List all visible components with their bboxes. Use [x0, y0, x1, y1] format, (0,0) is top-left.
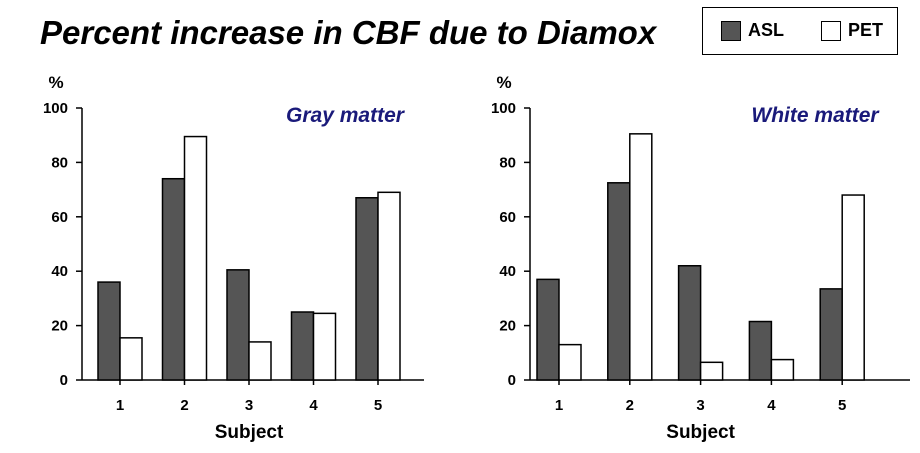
legend: ASL PET	[702, 7, 898, 55]
y-tick-label: 0	[508, 372, 516, 389]
legend-swatch-asl	[721, 20, 741, 41]
bar-pet-subject-1	[558, 343, 582, 381]
bar-asl-subject-1	[97, 281, 121, 381]
bar-pet-subject-5	[377, 191, 401, 381]
bar-pet-subject-1	[119, 337, 143, 381]
bar-asl-subject-4	[290, 311, 315, 381]
legend-item-pet: PET	[821, 20, 883, 41]
bar-asl-subject-2	[607, 182, 631, 381]
x-tick-label: 2	[626, 397, 634, 414]
y-tick-label: 60	[51, 209, 68, 226]
y-tick-label: 20	[499, 318, 516, 335]
x-tick-label: 5	[838, 397, 846, 414]
x-tick-label: 2	[180, 397, 188, 414]
x-tick-label: 5	[374, 397, 382, 414]
x-tick-label: 4	[309, 397, 318, 414]
x-axis-title: Subject	[666, 422, 735, 443]
y-tick-label: 100	[43, 100, 68, 117]
x-tick-label: 3	[696, 397, 704, 414]
y-tick-label: 0	[60, 372, 68, 389]
panel-title: Gray matter	[286, 104, 406, 127]
y-tick-label: 40	[51, 263, 68, 280]
y-tick-label: 40	[499, 263, 516, 280]
x-axis-title: Subject	[215, 422, 284, 443]
bar-asl-subject-2	[161, 177, 186, 381]
x-tick-label: 4	[767, 397, 776, 414]
white-matter-chart: % White matter 0 20 40 60 80 100 1 2 3 4 5 Subject	[491, 73, 910, 443]
panel-title: White matter	[751, 104, 880, 127]
chart-main-title: Percent increase in CBF due to Diamox	[40, 14, 657, 51]
bar-asl-subject-4	[748, 320, 773, 381]
y-axis-unit-label: %	[496, 73, 511, 92]
y-tick-label: 20	[51, 318, 68, 335]
x-tick-label: 1	[555, 397, 563, 414]
bar-asl-subject-3	[226, 269, 250, 381]
y-tick-label: 60	[499, 209, 516, 226]
bar-asl-subject-5	[819, 288, 843, 381]
bar-pet-subject-2	[183, 135, 208, 381]
bar-pet-subject-3	[699, 361, 724, 381]
bar-asl-subject-3	[677, 265, 702, 381]
gray-matter-chart: % Gray matter 0 20 40 60 80 100 1 2 3 4 5 Subject	[43, 73, 424, 443]
legend-swatch-pet	[821, 20, 841, 41]
x-tick-label: 3	[245, 397, 253, 414]
y-axis-unit-label: %	[48, 73, 63, 92]
y-tick-label: 100	[491, 100, 516, 117]
y-tick-label: 80	[51, 154, 68, 171]
bar-pet-subject-2	[629, 133, 653, 381]
bar-pet-subject-4	[312, 312, 337, 381]
x-tick-label: 1	[116, 397, 124, 414]
bar-pet-subject-3	[248, 341, 272, 381]
legend-label-asl: ASL	[748, 20, 784, 40]
legend-item-asl: ASL	[721, 20, 784, 41]
bar-asl-subject-1	[536, 278, 560, 381]
y-tick-label: 80	[499, 154, 516, 171]
bar-pet-subject-4	[770, 358, 795, 381]
bar-asl-subject-5	[355, 197, 379, 381]
legend-label-pet: PET	[848, 20, 884, 40]
bar-pet-subject-5	[841, 194, 865, 381]
